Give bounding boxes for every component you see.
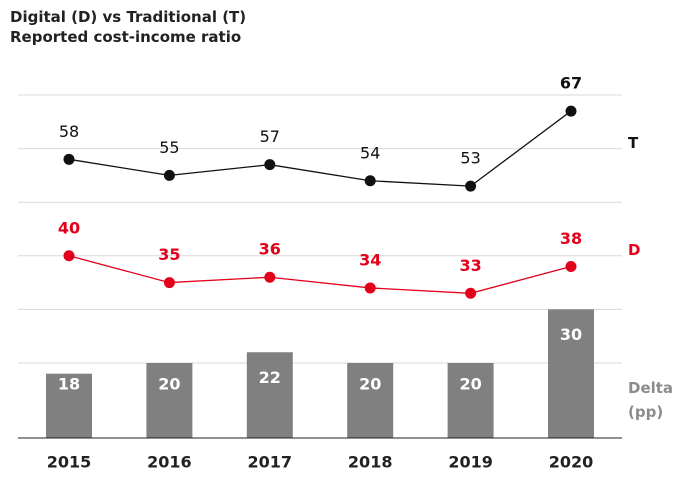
chart-title: Digital (D) vs Traditional (T) xyxy=(10,8,247,26)
point xyxy=(465,180,477,192)
series-label: D xyxy=(628,241,641,259)
x-tick-label: 2015 xyxy=(47,453,92,472)
data-label: 34 xyxy=(359,250,381,269)
bar-label: 18 xyxy=(58,375,80,394)
data-label: 54 xyxy=(360,143,380,162)
series-label: T xyxy=(628,134,639,152)
data-label: 67 xyxy=(560,74,582,93)
bar xyxy=(146,362,193,438)
data-label: 58 xyxy=(59,122,79,141)
point xyxy=(163,277,175,289)
data-label: 33 xyxy=(459,256,481,275)
point xyxy=(63,153,75,165)
bar xyxy=(46,373,92,438)
line xyxy=(68,255,572,294)
x-tick-label: 2018 xyxy=(348,453,393,472)
data-label: 35 xyxy=(158,245,180,264)
point xyxy=(364,282,376,294)
point xyxy=(465,287,477,299)
data-label: 55 xyxy=(159,138,179,157)
point xyxy=(364,175,376,187)
x-tick-label: 2017 xyxy=(248,453,293,472)
bar xyxy=(548,309,594,438)
bar-label: 20 xyxy=(359,375,381,394)
x-tick-label: 2016 xyxy=(147,453,192,472)
data-label: 38 xyxy=(560,229,582,248)
chart-subtitle: Reported cost-income ratio xyxy=(10,28,242,46)
data-label: 40 xyxy=(58,218,80,237)
bar xyxy=(447,362,494,438)
series-label: Delta (pp) xyxy=(628,379,674,421)
bar-label: 20 xyxy=(158,375,180,394)
bar-label: 22 xyxy=(259,368,281,387)
point xyxy=(264,271,276,283)
point xyxy=(163,169,175,181)
line xyxy=(68,110,572,187)
bar xyxy=(246,352,293,438)
point xyxy=(63,250,75,262)
data-label: 36 xyxy=(259,240,281,259)
x-tick-label: 2020 xyxy=(549,453,594,472)
point xyxy=(264,159,276,171)
bar xyxy=(347,362,394,438)
point xyxy=(565,105,577,117)
x-tick-label: 2019 xyxy=(448,453,493,472)
bar-label: 30 xyxy=(560,325,582,344)
bar-label: 20 xyxy=(459,375,481,394)
point xyxy=(565,261,577,272)
data-label: 57 xyxy=(260,127,280,146)
data-label: 53 xyxy=(460,149,480,168)
